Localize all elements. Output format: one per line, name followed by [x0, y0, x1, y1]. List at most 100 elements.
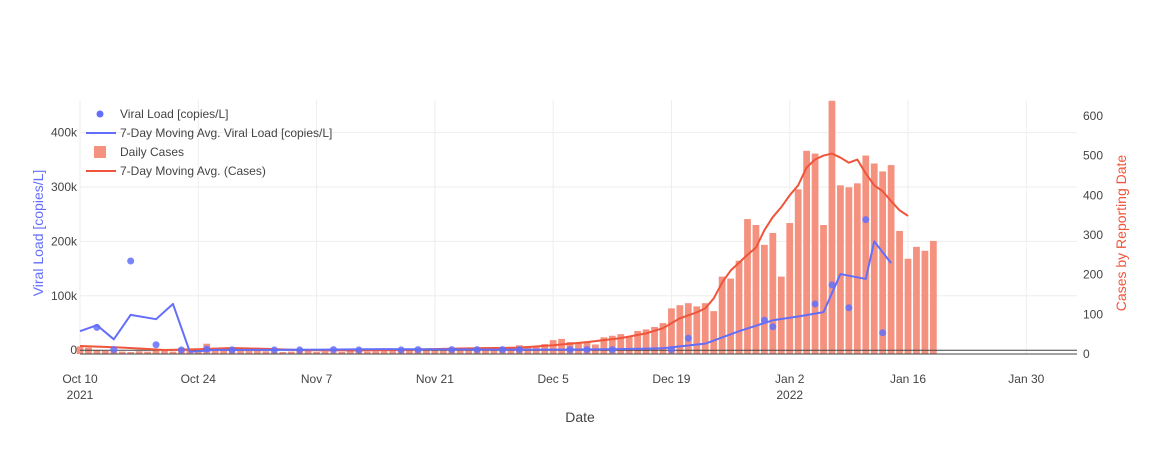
- daily-cases-bar: [710, 311, 718, 354]
- viral-load-point: [127, 257, 135, 265]
- daily-cases-bar: [921, 250, 929, 354]
- daily-cases-bar: [85, 347, 92, 354]
- daily-cases-bar: [651, 327, 658, 354]
- daily-cases-bar: [101, 350, 109, 354]
- legend-item-viral-moving-avg[interactable]: 7-Day Moving Avg. Viral Load [copies/L]: [86, 126, 332, 140]
- daily-cases-bar: [811, 153, 819, 354]
- x-tick-label: Jan 16: [890, 372, 926, 386]
- y-right-axis-title: Cases by Reporting Date: [1113, 155, 1129, 312]
- daily-cases-bar: [769, 232, 777, 354]
- legend-label: 7-Day Moving Avg. Viral Load [copies/L]: [120, 126, 332, 140]
- daily-cases-bar: [676, 305, 684, 354]
- viral-load-point: [879, 329, 887, 337]
- viral-load-point: [769, 323, 777, 331]
- daily-cases-bar: [439, 348, 447, 354]
- daily-cases-bar: [659, 323, 667, 354]
- viral-load-point: [152, 341, 160, 349]
- y-left-tick-label: 0: [70, 343, 77, 357]
- daily-cases-bar: [735, 260, 743, 354]
- daily-cases-bar: [828, 100, 836, 354]
- x-tick-label: Dec 19: [652, 372, 690, 386]
- viral-load-point: [203, 345, 211, 353]
- legend-item-cases-moving-avg[interactable]: 7-Day Moving Avg. (Cases): [86, 164, 266, 178]
- daily-cases-bar: [794, 189, 802, 354]
- daily-cases-bar: [820, 225, 827, 354]
- viral-load-point: [355, 346, 363, 354]
- daily-cases-bar: [144, 351, 151, 354]
- daily-cases-bar: [431, 349, 439, 354]
- x-tick-label: Oct 24: [181, 372, 217, 386]
- daily-cases-bar: [220, 349, 228, 354]
- x-axis-ticks: Oct 10 2021 Oct 24 Nov 7 Nov 21 Dec 5 Dec 19 Ja…: [62, 372, 1044, 402]
- daily-cases-bar: [490, 348, 498, 354]
- daily-cases-bar: [913, 246, 920, 354]
- daily-cases-bar: [262, 351, 270, 354]
- legend-label: Daily Cases: [120, 145, 184, 159]
- daily-cases-bar: [668, 308, 675, 354]
- daily-cases-bar: [617, 334, 625, 354]
- y-left-tick-label: 200k: [51, 234, 78, 248]
- daily-cases-bar: [701, 303, 709, 354]
- daily-cases-bar: [211, 350, 219, 354]
- viral-load-point: [296, 346, 304, 354]
- daily-cases-bar: [254, 350, 261, 354]
- y-right-tick-label: 400: [1083, 188, 1103, 202]
- viral-load-point: [110, 346, 118, 354]
- y-left-axis-title: Viral Load [copies/L]: [30, 170, 46, 297]
- x-tick-label: Jan 2: [775, 372, 805, 386]
- daily-cases-bar: [870, 163, 878, 354]
- x-tick-label: Oct 10: [62, 372, 98, 386]
- x-tick-label: Dec 5: [537, 372, 569, 386]
- daily-cases-bar: [777, 276, 785, 354]
- daily-cases-bar: [152, 350, 160, 354]
- y-right-tick-label: 300: [1083, 228, 1103, 242]
- viral-load-point: [583, 346, 591, 354]
- viral-load-point: [414, 346, 422, 354]
- viral-load-point: [811, 300, 819, 308]
- legend[interactable]: Viral Load [copies/L] 7-Day Moving Avg. …: [86, 107, 332, 178]
- daily-cases-bar: [363, 351, 371, 354]
- daily-cases-bar: [693, 306, 701, 355]
- viral-load-point: [684, 334, 692, 342]
- gridlines: [79, 100, 1077, 354]
- daily-cases-bar: [608, 335, 616, 354]
- daily-cases-bar: [879, 171, 887, 354]
- y-right-tick-label: 200: [1083, 268, 1103, 282]
- daily-cases-bars: [76, 100, 937, 355]
- daily-cases-bar: [287, 351, 295, 354]
- viral-load-point: [498, 346, 506, 354]
- daily-cases-bar: [406, 350, 413, 354]
- viral-load-point: [828, 281, 836, 289]
- viral-load-point: [448, 346, 456, 354]
- daily-cases-bar: [862, 155, 870, 354]
- y-left-tick-label: 400k: [51, 126, 78, 140]
- daily-cases-bar: [127, 352, 135, 354]
- viral-load-point: [397, 346, 405, 354]
- daily-cases-bar: [575, 342, 582, 354]
- daily-cases-bar: [237, 348, 244, 354]
- daily-cases-bar: [304, 350, 312, 354]
- daily-cases-bar: [718, 276, 726, 354]
- daily-cases-bar: [744, 219, 751, 354]
- daily-cases-bar: [853, 183, 861, 354]
- x-tick-label: Jan 30: [1008, 372, 1044, 386]
- x-tick-year-label: 2021: [67, 388, 94, 402]
- legend-item-viral-load[interactable]: Viral Load [copies/L]: [96, 107, 229, 121]
- daily-cases-bar: [338, 352, 346, 354]
- daily-cases-bar: [837, 185, 844, 354]
- daily-cases-bar: [684, 303, 692, 354]
- legend-dot-icon: [96, 110, 104, 118]
- daily-cases-bar: [625, 336, 633, 354]
- daily-cases-bar: [245, 350, 253, 354]
- legend-item-daily-cases[interactable]: Daily Cases: [94, 145, 184, 159]
- daily-cases-bar: [118, 351, 126, 354]
- viral-load-point: [845, 304, 853, 312]
- y-left-tick-label: 300k: [51, 180, 78, 194]
- y-left-ticks: 0 100k 200k 300k 400k: [51, 126, 78, 358]
- daily-cases-bar: [93, 350, 101, 354]
- legend-label: Viral Load [copies/L]: [120, 107, 229, 121]
- daily-cases-bar: [313, 352, 320, 354]
- daily-cases-bar: [896, 230, 903, 354]
